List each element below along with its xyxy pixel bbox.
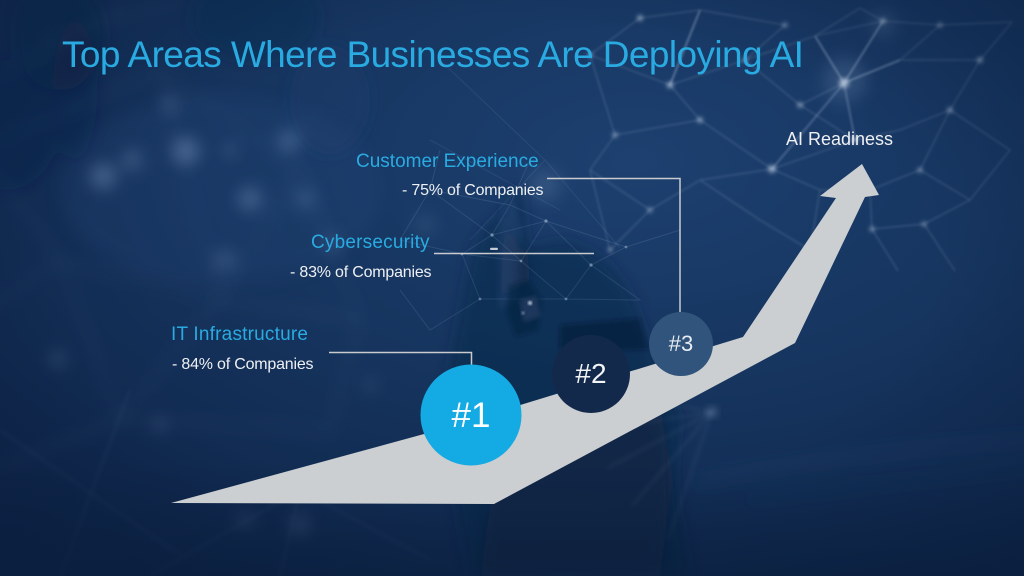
svg-text:#2: #2 (575, 358, 606, 389)
svg-text:#1: #1 (452, 396, 491, 435)
svg-text:#3: #3 (669, 331, 693, 356)
